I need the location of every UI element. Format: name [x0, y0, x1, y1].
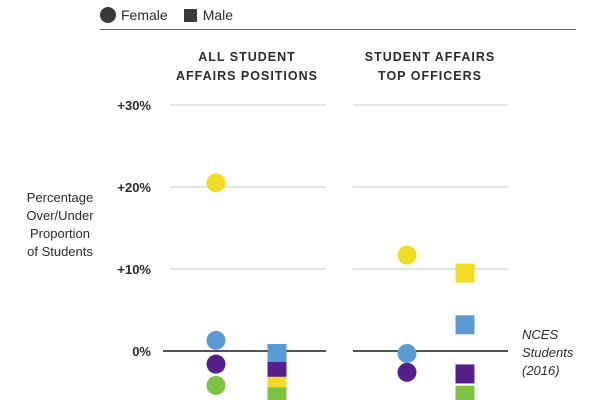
- legend-male-label: Male: [202, 7, 234, 23]
- female-marker: [206, 375, 226, 395]
- y-tick-label: +10%: [117, 262, 151, 277]
- reference-line-label: NCES Students (2016): [522, 326, 573, 380]
- legend: Female Male: [100, 4, 249, 26]
- panel-title-line: Top Officers: [378, 69, 482, 83]
- female-circle-icon: [100, 7, 116, 23]
- legend-divider: [100, 29, 576, 30]
- y-axis-label-line: of Students: [27, 244, 93, 259]
- male-marker: [267, 343, 287, 363]
- legend-female-label: Female: [121, 7, 168, 23]
- female-marker: [397, 245, 417, 265]
- y-tick-label: +30%: [117, 98, 151, 113]
- male-marker: [455, 263, 475, 283]
- female-marker: [397, 343, 417, 363]
- panel-title-line: All Student: [198, 50, 296, 64]
- legend-item-female: Female: [100, 7, 168, 23]
- male-marker: [267, 387, 287, 400]
- panel-title-all-positions: All Student Affairs Positions: [152, 48, 342, 86]
- male-marker: [455, 364, 475, 384]
- y-axis-label-line: Proportion: [30, 226, 90, 241]
- reference-label-line: Students: [522, 345, 574, 360]
- y-tick-label: +20%: [117, 180, 151, 195]
- female-marker: [206, 173, 226, 193]
- reference-label-line: (2016): [522, 363, 560, 378]
- male-marker: [267, 362, 287, 381]
- female-marker: [206, 354, 226, 374]
- male-square-icon: [183, 8, 197, 22]
- male-marker: [455, 315, 475, 335]
- male-marker: [455, 385, 475, 400]
- y-tick-label: 0%: [132, 344, 151, 359]
- reference-label-line: NCES: [522, 327, 559, 342]
- legend-item-male: Male: [183, 7, 234, 23]
- panel-title-top-officers: Student Affairs Top Officers: [335, 48, 525, 86]
- y-axis-label-line: Over/Under: [26, 208, 94, 223]
- panel-title-line: Affairs Positions: [175, 69, 318, 83]
- y-axis-label-line: Percentage: [26, 190, 94, 205]
- female-marker: [397, 362, 417, 382]
- y-axis-label: Percentage Over/Under Proportion of Stud…: [4, 189, 116, 261]
- female-marker: [206, 330, 226, 350]
- panel-title-line: Student Affairs: [364, 50, 496, 64]
